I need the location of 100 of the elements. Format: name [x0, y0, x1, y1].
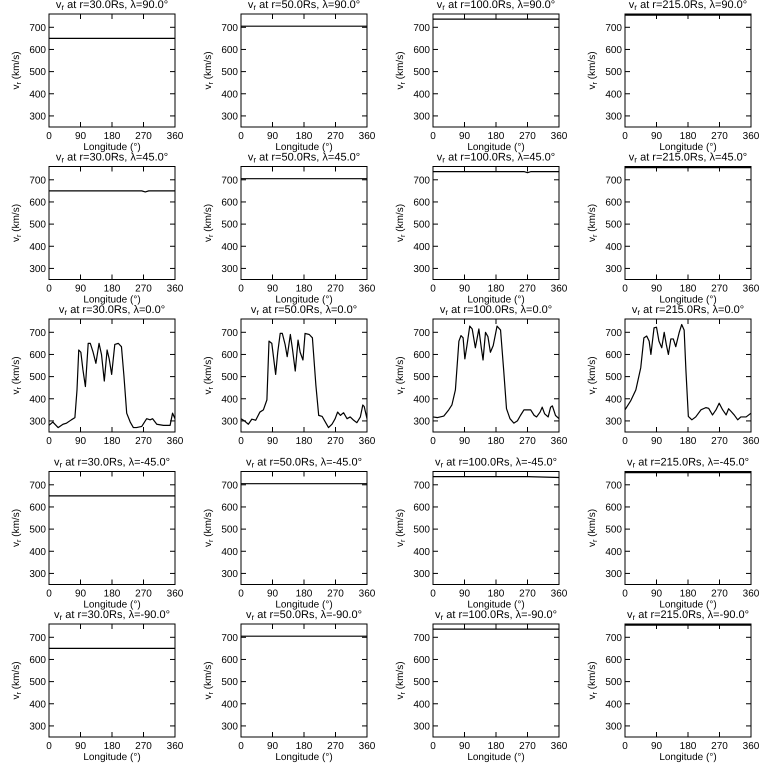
y-tick-label: 400 [221, 394, 238, 406]
x-tick-label: 0 [46, 436, 52, 447]
y-tick-label: 300 [221, 416, 238, 428]
x-tick-label: 90 [74, 741, 86, 752]
y-tick-label: 300 [413, 721, 430, 732]
y-tick-label: 300 [29, 111, 46, 122]
y-tick-label: 700 [221, 480, 238, 492]
x-axis-title: Longitude (°) [467, 752, 525, 763]
x-tick-label: 360 [166, 741, 184, 752]
y-tick-label: 600 [221, 44, 238, 56]
x-tick-label: 180 [680, 588, 697, 600]
x-tick-label: 270 [135, 131, 152, 142]
x-tick-label: 270 [711, 131, 728, 142]
y-tick-label: 500 [413, 524, 430, 536]
x-tick-label: 90 [458, 436, 470, 447]
y-tick-label: 400 [413, 394, 430, 406]
x-axis-title: Longitude (°) [83, 142, 141, 153]
x-tick-label: 90 [74, 131, 86, 142]
x-tick-label: 180 [488, 588, 505, 600]
x-tick-label: 270 [519, 436, 536, 447]
x-tick-label: 270 [327, 588, 344, 600]
y-tick-label: 400 [413, 89, 430, 100]
x-tick-label: 270 [519, 741, 536, 752]
y-tick-label: 600 [605, 654, 622, 666]
x-tick-label: 180 [296, 436, 313, 447]
x-tick-label: 270 [327, 131, 344, 142]
chart-title: v$_{r}$ at r=215.0Rs, λ=-45.0° [626, 456, 750, 470]
y-tick-label: 600 [221, 502, 238, 514]
x-tick-label: 90 [458, 741, 470, 752]
x-tick-label: 360 [742, 588, 760, 600]
y-tick-label: 700 [605, 175, 622, 186]
y-tick-label: 600 [605, 197, 622, 208]
x-tick-label: 0 [46, 588, 52, 600]
x-tick-label: 180 [488, 284, 505, 294]
x-tick-label: 90 [650, 284, 662, 294]
x-axis-title: Longitude (°) [467, 142, 525, 153]
x-tick-label: 360 [358, 741, 376, 752]
y-tick-label: 700 [221, 632, 238, 644]
y-tick-label: 600 [29, 654, 46, 666]
y-tick-label: 400 [221, 699, 238, 710]
y-tick-label: 300 [221, 111, 238, 122]
x-tick-label: 270 [711, 741, 728, 752]
x-tick-label: 90 [74, 588, 86, 600]
x-axis-title: Longitude (°) [467, 294, 525, 306]
x-tick-label: 0 [430, 741, 436, 752]
y-tick-label: 300 [29, 721, 46, 732]
y-tick-label: 300 [605, 264, 622, 275]
y-tick-label: 400 [413, 546, 430, 558]
chart-title: v$_{r}$ at r=50.0Rs, λ=-90.0° [246, 609, 362, 622]
y-tick-label: 600 [413, 350, 430, 361]
y-tick-label: 500 [413, 220, 430, 231]
y-tick-label: 600 [605, 350, 622, 361]
y-tick-label: 700 [605, 328, 622, 339]
x-tick-label: 270 [519, 284, 536, 294]
y-tick-label: 600 [413, 197, 430, 208]
x-tick-label: 270 [327, 741, 344, 752]
chart-title: v$_{r}$ at r=215.0Rs, λ=-90.0° [626, 609, 750, 622]
x-tick-label: 90 [650, 741, 662, 752]
chart-title: v$_{r}$ at r=30.0Rs, λ=0.0° [58, 304, 166, 317]
y-tick-label: 500 [29, 524, 46, 536]
chart-title: v$_{r}$ at r=215.0Rs, λ=45.0° [628, 152, 748, 164]
y-tick-label: 700 [413, 480, 430, 492]
x-tick-label: 0 [622, 131, 628, 142]
y-tick-label: 700 [29, 328, 46, 339]
y-tick-label: 400 [605, 699, 622, 710]
x-axis-title: Longitude (°) [275, 142, 333, 153]
x-tick-label: 360 [742, 436, 760, 447]
y-tick-label: 400 [221, 242, 238, 253]
y-tick-label: 400 [29, 546, 46, 558]
x-tick-label: 270 [135, 588, 152, 600]
y-tick-label: 500 [605, 220, 622, 231]
x-tick-label: 360 [550, 436, 568, 447]
x-tick-label: 360 [166, 284, 184, 294]
y-tick-label: 300 [221, 721, 238, 732]
x-tick-label: 180 [488, 131, 505, 142]
y-tick-label: 400 [413, 699, 430, 710]
y-tick-label: 400 [605, 394, 622, 406]
x-tick-label: 360 [166, 131, 184, 142]
x-tick-label: 180 [104, 436, 121, 447]
x-tick-label: 90 [74, 436, 86, 447]
x-tick-label: 360 [166, 588, 184, 600]
x-tick-label: 360 [358, 131, 376, 142]
x-tick-label: 180 [296, 284, 313, 294]
x-tick-label: 0 [622, 436, 628, 447]
y-tick-label: 500 [413, 372, 430, 384]
y-tick-label: 500 [605, 67, 622, 78]
x-axis-title: Longitude (°) [659, 752, 717, 763]
y-tick-label: 500 [29, 372, 46, 384]
y-tick-label: 400 [221, 89, 238, 100]
y-tick-label: 500 [29, 220, 46, 231]
x-tick-label: 90 [266, 741, 278, 752]
x-tick-label: 270 [135, 436, 152, 447]
x-tick-label: 0 [622, 741, 628, 752]
x-tick-label: 270 [711, 284, 728, 294]
x-tick-label: 0 [622, 588, 628, 600]
y-tick-label: 600 [413, 502, 430, 514]
x-axis-title: Longitude (°) [659, 294, 717, 306]
x-tick-label: 360 [550, 284, 568, 294]
x-tick-label: 0 [622, 284, 628, 294]
x-tick-label: 180 [296, 588, 313, 600]
